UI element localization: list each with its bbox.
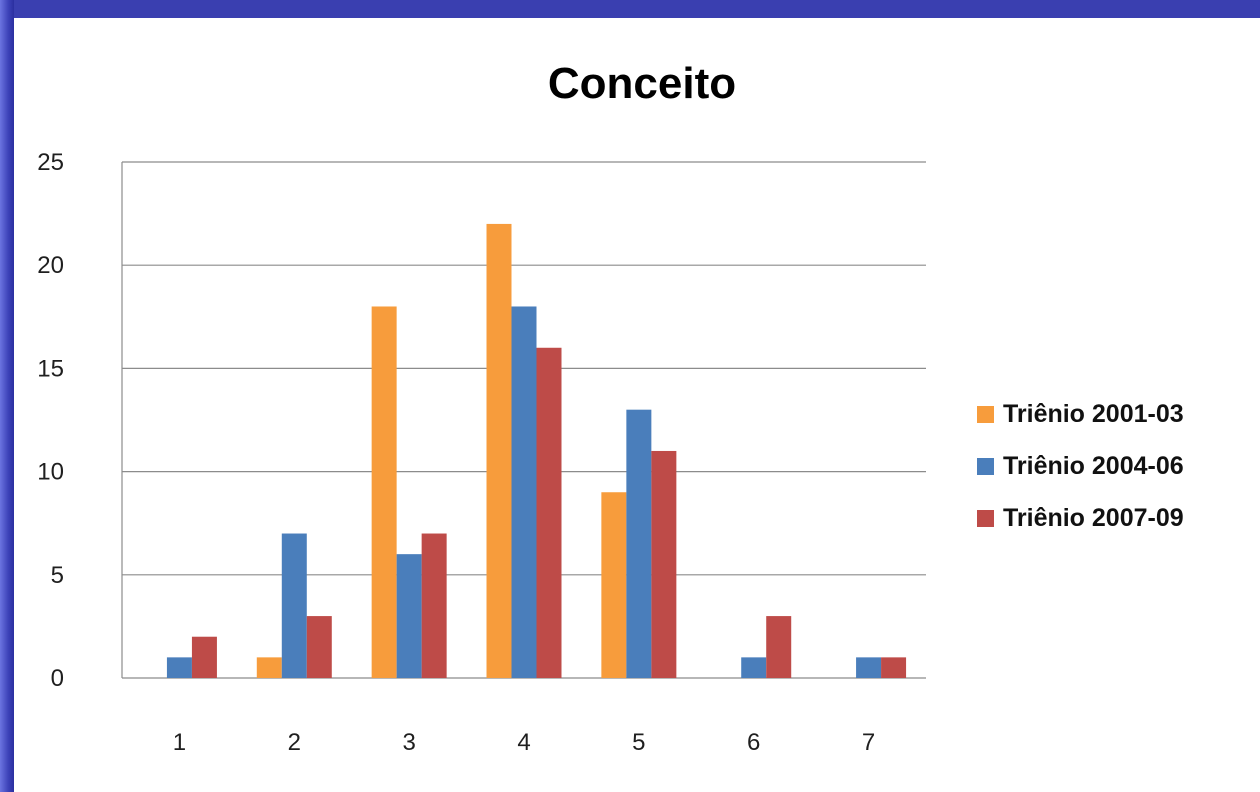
y-tick-label: 25 <box>37 149 64 176</box>
y-tick-label: 10 <box>37 459 64 486</box>
y-tick-label: 0 <box>51 665 64 692</box>
chart-title: Conceito <box>548 59 736 108</box>
bar-triênio-2004-06-cat-1 <box>166 657 192 678</box>
bar-triênio-2007-09-cat-2 <box>306 616 332 678</box>
x-tick-label: 7 <box>862 729 875 756</box>
legend-swatch <box>977 510 994 527</box>
legend-label: Triênio 2007-09 <box>1003 504 1184 532</box>
x-tick-label: 1 <box>173 729 186 756</box>
chart-panel: Conceito 0 5 10 15 20 25 1 2 3 4 5 6 7 Triênio 2001-… <box>14 18 1260 792</box>
x-tick-label: 3 <box>402 729 415 756</box>
x-tick-label: 5 <box>632 729 645 756</box>
bar-triênio-2004-06-cat-4 <box>511 306 537 678</box>
bar-triênio-2001-03-cat-3 <box>371 306 397 678</box>
bar-triênio-2001-03-cat-4 <box>486 223 512 679</box>
slide-frame-left <box>0 0 14 792</box>
bar-triênio-2001-03-cat-5 <box>601 492 627 678</box>
x-tick-label: 4 <box>517 729 530 756</box>
y-tick-label: 5 <box>51 562 64 589</box>
bar-triênio-2004-06-cat-6 <box>741 657 767 678</box>
bar-triênio-2007-09-cat-3 <box>421 533 447 678</box>
legend-swatch <box>977 406 994 423</box>
legend-swatch <box>977 458 994 475</box>
bar-triênio-2001-03-cat-2 <box>256 657 282 678</box>
legend-label: Triênio 2001-03 <box>1003 400 1184 428</box>
axes: 0 5 10 15 20 25 1 2 3 4 5 6 7 <box>37 149 875 756</box>
bar-triênio-2007-09-cat-4 <box>536 347 562 678</box>
y-tick-label: 15 <box>37 355 64 382</box>
bar-triênio-2004-06-cat-7 <box>856 657 882 678</box>
bars <box>166 223 907 679</box>
bar-triênio-2004-06-cat-5 <box>626 409 652 678</box>
legend-label: Triênio 2004-06 <box>1003 452 1184 480</box>
bar-triênio-2007-09-cat-5 <box>651 450 677 678</box>
y-tick-label: 20 <box>37 252 64 279</box>
bar-triênio-2007-09-cat-1 <box>191 636 217 678</box>
bar-triênio-2007-09-cat-7 <box>881 657 907 678</box>
bar-triênio-2004-06-cat-3 <box>396 554 422 678</box>
legend: Triênio 2001-03 Triênio 2004-06 Triênio 20… <box>977 400 1184 532</box>
x-tick-label: 2 <box>288 729 301 756</box>
bar-chart: Conceito 0 5 10 15 20 25 1 2 3 4 5 6 7 Triênio 2001-… <box>37 59 1184 756</box>
bar-triênio-2007-09-cat-6 <box>766 616 792 678</box>
bar-triênio-2004-06-cat-2 <box>281 533 307 678</box>
x-tick-label: 6 <box>747 729 760 756</box>
